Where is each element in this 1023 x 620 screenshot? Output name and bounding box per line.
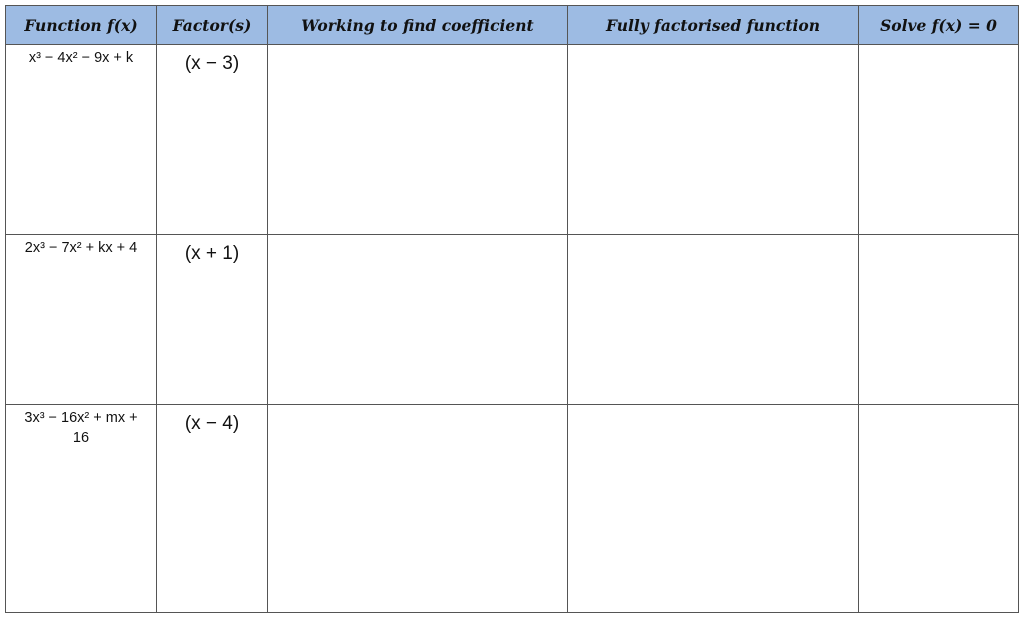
function-cell: 2x³ − 7x² + kx + 4 bbox=[5, 234, 157, 405]
solve-cell[interactable] bbox=[858, 44, 1019, 235]
working-cell[interactable] bbox=[267, 234, 568, 405]
factorised-cell[interactable] bbox=[567, 404, 859, 613]
header-factorised: Fully factorised function bbox=[567, 5, 859, 45]
working-cell[interactable] bbox=[267, 44, 568, 235]
solve-cell[interactable] bbox=[858, 404, 1019, 613]
factor-cell: (x − 3) bbox=[156, 44, 268, 235]
factor-cell: (x − 4) bbox=[156, 404, 268, 613]
function-cell: 3x³ − 16x² + mx + 16 bbox=[5, 404, 157, 613]
factorised-cell[interactable] bbox=[567, 234, 859, 405]
worksheet-table: Function f(x) Factor(s) Working to find … bbox=[5, 5, 1019, 613]
solve-cell[interactable] bbox=[858, 234, 1019, 405]
table-row: 3x³ − 16x² + mx + 16 (x − 4) bbox=[5, 404, 1019, 613]
header-working: Working to find coefficient bbox=[267, 5, 568, 45]
working-cell[interactable] bbox=[267, 404, 568, 613]
function-cell: x³ − 4x² − 9x + k bbox=[5, 44, 157, 235]
factor-cell: (x + 1) bbox=[156, 234, 268, 405]
header-function: Function f(x) bbox=[5, 5, 157, 45]
header-factors: Factor(s) bbox=[156, 5, 268, 45]
factorised-cell[interactable] bbox=[567, 44, 859, 235]
table-row: x³ − 4x² − 9x + k (x − 3) bbox=[5, 44, 1019, 235]
header-solve: Solve f(x) = 0 bbox=[858, 5, 1019, 45]
table-row: 2x³ − 7x² + kx + 4 (x + 1) bbox=[5, 234, 1019, 405]
header-row: Function f(x) Factor(s) Working to find … bbox=[5, 5, 1019, 45]
